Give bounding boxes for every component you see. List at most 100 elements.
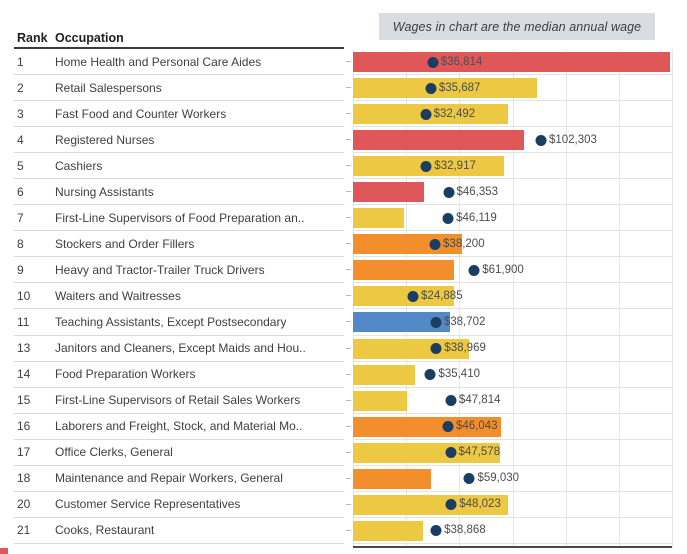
chart-row: $38,200 bbox=[346, 231, 672, 258]
table-row[interactable]: 2 Retail Salespersons bbox=[14, 75, 344, 102]
employment-bar[interactable] bbox=[353, 52, 671, 72]
wage-label: $48,023 bbox=[459, 498, 501, 511]
wage-label: $38,200 bbox=[443, 237, 485, 250]
table-row[interactable]: 7 First-Line Supervisors of Food Prepara… bbox=[14, 205, 344, 232]
wage-note-text: Wages in chart are the median annual wag… bbox=[392, 19, 642, 34]
chart-row: $59,030 bbox=[346, 466, 672, 492]
employment-bar[interactable] bbox=[353, 260, 455, 281]
employment-bar[interactable] bbox=[353, 494, 509, 515]
table-row[interactable]: 21 Cooks, Restaurant bbox=[14, 518, 344, 544]
wage-label: $32,492 bbox=[433, 107, 476, 120]
occupation-cell: Registered Nurses bbox=[55, 132, 155, 147]
table-row[interactable]: 3 Fast Food and Counter Workers bbox=[14, 101, 344, 128]
wage-dot[interactable] bbox=[445, 447, 457, 459]
rank-column-header: Rank bbox=[17, 31, 48, 45]
category-tick bbox=[346, 191, 351, 193]
table-row[interactable]: 18 Maintenance and Repair Workers, Gener… bbox=[14, 466, 344, 492]
table-row[interactable]: 14 Food Preparation Workers bbox=[14, 362, 344, 388]
rank-cell: 6 bbox=[17, 184, 24, 199]
table-row[interactable]: 13 Janitors and Cleaners, Except Maids a… bbox=[14, 336, 344, 362]
wage-dot[interactable] bbox=[463, 473, 475, 485]
table-row[interactable]: 6 Nursing Assistants bbox=[14, 179, 344, 206]
table-row[interactable]: 11 Teaching Assistants, Except Postsecon… bbox=[14, 309, 344, 336]
partial-next-row-artifact bbox=[0, 548, 8, 554]
occupation-cell: Janitors and Cleaners, Except Maids and … bbox=[55, 341, 306, 356]
chart-row: $35,687 bbox=[346, 75, 672, 102]
employment-bar[interactable] bbox=[353, 364, 415, 385]
employment-bar[interactable] bbox=[353, 442, 501, 463]
wage-dot[interactable] bbox=[420, 108, 432, 120]
employment-bar[interactable] bbox=[353, 338, 470, 359]
occupation-column-header: Occupation bbox=[55, 31, 124, 45]
wage-label: $38,868 bbox=[444, 524, 486, 537]
table-row[interactable]: 9 Heavy and Tractor-Trailer Truck Driver… bbox=[14, 257, 344, 284]
wage-dot[interactable] bbox=[445, 499, 457, 511]
category-tick bbox=[346, 347, 351, 349]
wage-dot[interactable] bbox=[424, 369, 436, 381]
wage-dot[interactable] bbox=[442, 421, 454, 433]
occupation-cell: Food Preparation Workers bbox=[55, 367, 196, 382]
table-row[interactable]: 10 Waiters and Waitresses bbox=[14, 283, 344, 310]
employment-bar[interactable] bbox=[353, 286, 455, 307]
table-row[interactable]: 20 Customer Service Representatives bbox=[14, 492, 344, 518]
wage-dot[interactable] bbox=[427, 56, 439, 68]
wage-dot[interactable] bbox=[407, 290, 419, 302]
wage-dot[interactable] bbox=[429, 238, 441, 250]
category-tick bbox=[346, 243, 351, 245]
employment-bar[interactable] bbox=[353, 416, 502, 437]
employment-bar[interactable] bbox=[353, 130, 524, 151]
wage-dot[interactable] bbox=[443, 186, 454, 198]
table-row[interactable]: 16 Laborers and Freight, Stock, and Mate… bbox=[14, 414, 344, 440]
rank-cell: 3 bbox=[17, 106, 24, 121]
wage-dot[interactable] bbox=[420, 160, 432, 172]
table-row[interactable]: 17 Office Clerks, General bbox=[14, 440, 344, 466]
occupation-cell: Office Clerks, General bbox=[55, 445, 173, 460]
table-row[interactable]: 5 Cashiers bbox=[14, 153, 344, 180]
occupation-table-body: 1 Home Health and Personal Care Aides 2 … bbox=[14, 49, 344, 544]
table-row[interactable]: 15 First-Line Supervisors of Retail Sale… bbox=[14, 388, 344, 414]
gridline bbox=[672, 49, 673, 548]
rank-cell: 17 bbox=[17, 445, 31, 460]
category-tick bbox=[346, 165, 351, 167]
wage-dot[interactable] bbox=[445, 395, 457, 407]
wage-label: $59,030 bbox=[477, 472, 520, 485]
table-row[interactable]: 4 Registered Nurses bbox=[14, 127, 344, 154]
occupation-cell: Laborers and Freight, Stock, and Materia… bbox=[55, 419, 303, 434]
wage-dot[interactable] bbox=[430, 316, 442, 328]
wage-label: $46,119 bbox=[456, 211, 497, 224]
table-row[interactable]: 1 Home Health and Personal Care Aides bbox=[14, 49, 344, 76]
employment-bar[interactable] bbox=[353, 208, 405, 229]
category-tick bbox=[346, 269, 351, 271]
occupation-cell: Waiters and Waitresses bbox=[55, 288, 181, 303]
wage-dot[interactable] bbox=[430, 343, 442, 355]
employment-bar[interactable] bbox=[353, 390, 407, 411]
category-tick bbox=[346, 477, 351, 479]
employment-bar[interactable] bbox=[353, 468, 432, 489]
chart-row: $32,917 bbox=[346, 153, 672, 180]
chart-row: $46,353 bbox=[346, 179, 672, 206]
wage-dot[interactable] bbox=[442, 212, 454, 224]
wage-label: $46,353 bbox=[456, 185, 499, 198]
wage-dot[interactable] bbox=[468, 264, 480, 276]
category-tick bbox=[346, 503, 351, 505]
chart-row: $46,043 bbox=[346, 414, 672, 440]
occupation-cell: First-Line Supervisors of Food Preparati… bbox=[55, 210, 305, 225]
wage-label: $47,814 bbox=[458, 394, 501, 407]
category-tick bbox=[346, 217, 351, 219]
wage-dot[interactable] bbox=[430, 525, 442, 537]
wage-dot[interactable] bbox=[425, 82, 437, 94]
occupation-cell: Teaching Assistants, Except Postsecondar… bbox=[55, 314, 287, 329]
employment-bar[interactable] bbox=[353, 312, 450, 333]
rank-cell: 8 bbox=[17, 236, 24, 251]
employment-bar[interactable] bbox=[353, 78, 538, 99]
category-tick bbox=[346, 113, 351, 115]
wage-dot[interactable] bbox=[535, 134, 547, 146]
chart-row: $32,492 bbox=[346, 101, 672, 128]
occupation-cell: Customer Service Representatives bbox=[55, 497, 241, 512]
table-row[interactable]: 8 Stockers and Order Fillers bbox=[14, 231, 344, 258]
employment-bar[interactable] bbox=[353, 182, 425, 203]
table-header: Rank Occupation bbox=[14, 29, 344, 49]
employment-bar[interactable] bbox=[353, 520, 423, 541]
rank-cell: 9 bbox=[17, 262, 24, 277]
occupation-cell: Stockers and Order Fillers bbox=[55, 236, 195, 251]
